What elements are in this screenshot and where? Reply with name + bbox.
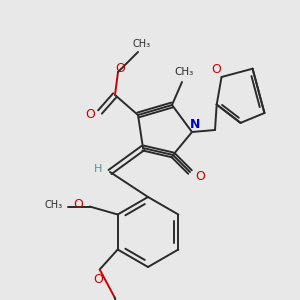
Text: O: O [93,273,103,286]
Text: N: N [190,118,200,131]
Text: O: O [195,169,205,182]
Text: O: O [73,198,82,211]
Text: CH₃: CH₃ [45,200,63,209]
Text: O: O [212,62,221,76]
Text: O: O [115,62,125,76]
Text: CH₃: CH₃ [174,67,194,77]
Text: CH₃: CH₃ [133,39,151,49]
Text: H: H [94,164,102,174]
Text: O: O [85,109,95,122]
